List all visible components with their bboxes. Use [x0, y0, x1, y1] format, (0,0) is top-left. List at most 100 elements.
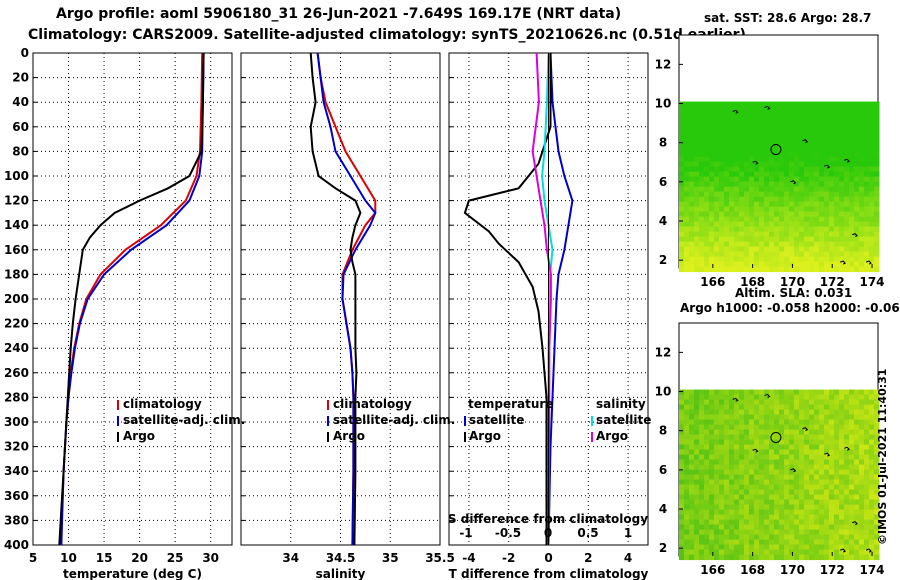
- x-tick-label-top: 0: [544, 526, 552, 540]
- y-tick-label: 340: [4, 464, 29, 478]
- plot-frame-2: [240, 52, 441, 546]
- x-tick-label: -4: [462, 551, 475, 565]
- legend-label: Argo: [469, 429, 501, 443]
- chart-title-line1: Argo profile: aoml 5906180_31 26-Jun-202…: [56, 6, 622, 22]
- y-tick-label: 200: [4, 292, 29, 306]
- sst-map-title: sat. SST: 28.6 Argo: 28.7: [704, 11, 872, 25]
- map-x-tick-label: 166: [700, 275, 725, 289]
- x-tick-label: 35: [382, 551, 399, 565]
- legend-label: climatology: [333, 397, 412, 411]
- sla-map-title: Altim. SLA: 0.031: [735, 286, 853, 300]
- island-outline: [752, 160, 759, 165]
- x-tick-label: 35.5: [425, 551, 455, 565]
- y-tick-label: 40: [12, 95, 29, 109]
- island-outline: [840, 548, 847, 553]
- sla-map-subtitle: Argo h1000: -0.058 h2000: -0.062: [680, 301, 900, 315]
- map-y-tick-label: 8: [659, 136, 667, 150]
- x-tick-label: 34.5: [326, 551, 356, 565]
- island-outline: [802, 139, 809, 144]
- map-y-tick-label: 8: [659, 424, 667, 438]
- island-outline: [790, 468, 797, 473]
- chart-title-line2: Climatology: CARS2009. Satellite-adjuste…: [28, 27, 746, 43]
- map-x-tick-label: 168: [740, 563, 765, 577]
- island-outline: [732, 109, 739, 114]
- island-outline: [844, 446, 851, 451]
- island-outline: [851, 233, 858, 238]
- argo-location-marker: [770, 432, 782, 444]
- x-tick-label-top: -0.5: [495, 526, 521, 540]
- y-tick-label: 400: [4, 538, 29, 552]
- map-x-tick-label: 170: [780, 275, 805, 289]
- legend-label: Argo: [123, 429, 155, 443]
- y-tick-label: 260: [4, 366, 29, 380]
- map-y-tick-label: 6: [659, 175, 667, 189]
- x-tick-label: 2: [584, 551, 592, 565]
- map-y-tick-label: 10: [655, 385, 672, 399]
- y-tick-label: 140: [4, 218, 29, 232]
- map-y-tick-label: 4: [659, 502, 667, 516]
- y-tick-label: 80: [12, 144, 29, 158]
- map-y-tick-label: 12: [655, 345, 672, 359]
- y-tick-label: 220: [4, 317, 29, 331]
- argo-location-marker: [770, 144, 782, 156]
- x-tick-label-top: -1: [459, 526, 472, 540]
- map-x-tick-label: 172: [820, 563, 845, 577]
- island-outline: [844, 158, 851, 163]
- island-outline: [865, 548, 872, 553]
- x-tick-label: 0: [544, 551, 552, 565]
- y-tick-label: 320: [4, 440, 29, 454]
- y-tick-label: 180: [4, 267, 29, 281]
- map-y-tick-label: 6: [659, 463, 667, 477]
- x-axis-label: T difference from climatology: [449, 567, 649, 580]
- x-tick-label-top: 1: [624, 526, 632, 540]
- y-tick-label: 100: [4, 169, 29, 183]
- plot-frame-1: [32, 52, 233, 546]
- legend-label: satellite-adj. clim.: [123, 413, 245, 427]
- map-y-tick-label: 2: [659, 541, 667, 555]
- series-line-argo: [309, 52, 362, 546]
- sst-map-field: [679, 101, 880, 273]
- island-outline: [752, 448, 759, 453]
- y-tick-label: 20: [12, 71, 29, 85]
- legend-label: Argo: [596, 429, 628, 443]
- y-tick-label: 300: [4, 415, 29, 429]
- map-x-tick-label: 172: [820, 275, 845, 289]
- x-tick-label: 20: [131, 551, 148, 565]
- legend-label: satellite: [469, 413, 524, 427]
- x-tick-label: 30: [202, 551, 219, 565]
- legend-label: satellite: [596, 413, 651, 427]
- y-tick-label: 160: [4, 243, 29, 257]
- island-outline: [732, 397, 739, 402]
- series-line-temperature-argo: [463, 53, 552, 545]
- y-tick-label: 0: [21, 46, 29, 60]
- map-x-tick-label: 170: [780, 563, 805, 577]
- series-line-satellite-adj-clim-: [316, 52, 377, 546]
- island-outline: [824, 164, 831, 169]
- legend-title-temperature: temperature: [468, 397, 553, 411]
- island-outline: [802, 427, 809, 432]
- x-tick-label: 15: [96, 551, 113, 565]
- legend-label: satellite-adj. clim.: [333, 413, 455, 427]
- map-x-tick-label: 174: [859, 275, 884, 289]
- series-line-argo: [58, 52, 205, 546]
- island-outline: [764, 105, 771, 110]
- legend-label: climatology: [123, 397, 202, 411]
- x-axis-label: temperature (deg C): [63, 567, 202, 580]
- island-outline: [790, 180, 797, 185]
- y-tick-label: 360: [4, 489, 29, 503]
- island-outline: [851, 521, 858, 526]
- x-tick-label: 5: [29, 551, 37, 565]
- island-outline: [824, 452, 831, 457]
- legend-title-salinity: salinity: [596, 397, 646, 411]
- x-axis-label-top: S difference from climatology: [448, 512, 648, 526]
- y-tick-label: 60: [12, 120, 29, 134]
- map-y-tick-label: 2: [659, 253, 667, 267]
- sla-map-field: [679, 389, 880, 561]
- x-axis-label: salinity: [316, 567, 366, 580]
- map-y-tick-label: 10: [655, 97, 672, 111]
- y-tick-label: 120: [4, 194, 29, 208]
- x-tick-label: 25: [167, 551, 184, 565]
- map-y-tick-label: 4: [659, 214, 667, 228]
- map-y-tick-label: 12: [655, 57, 672, 71]
